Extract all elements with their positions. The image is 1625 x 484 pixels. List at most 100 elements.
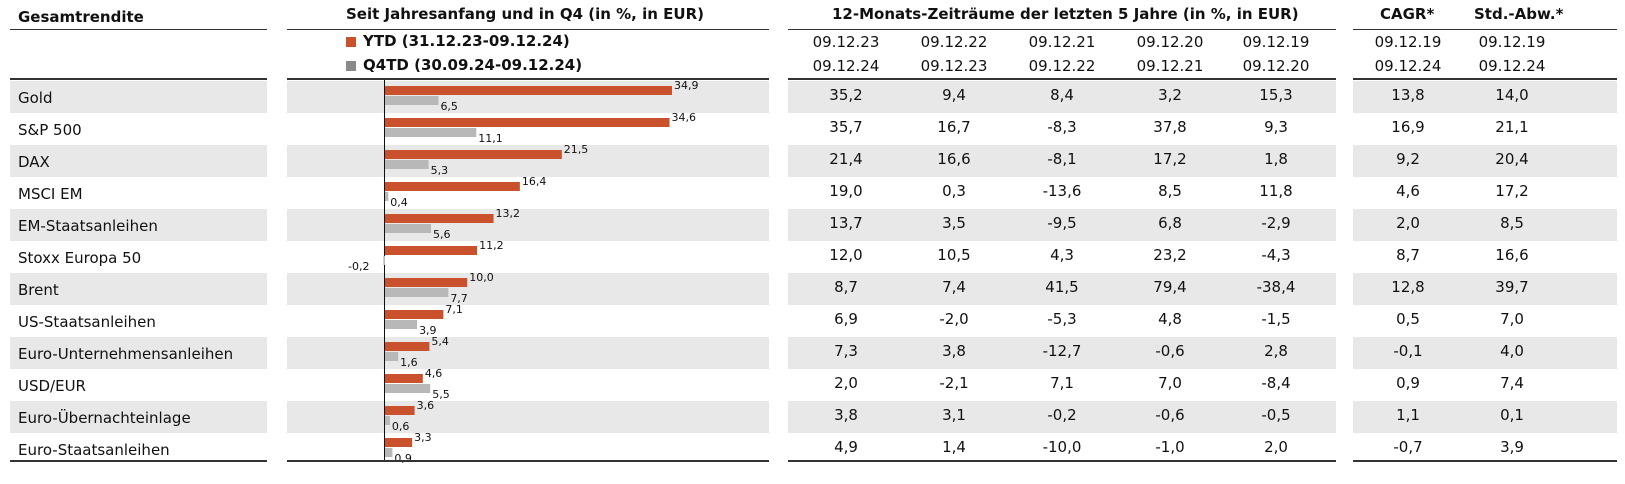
row-band	[10, 401, 267, 433]
period-value: 4,9	[834, 438, 858, 456]
period-value: 15,3	[1259, 86, 1293, 104]
period-value: 1,8	[1264, 150, 1288, 168]
ytd-bar	[385, 310, 444, 319]
ytd-bar	[385, 118, 670, 127]
q4td-bar	[385, 96, 439, 105]
q4td-data-label: 0,6	[392, 420, 410, 433]
period-start-date: 09.12.20	[1136, 33, 1204, 51]
std-title: Std.-Abw.*	[1474, 5, 1564, 23]
row-band	[10, 81, 267, 113]
std-value: 7,0	[1500, 310, 1524, 328]
legend-ytd-label: YTD (31.12.23-09.12.24)	[363, 32, 570, 50]
cagr-value: 8,7	[1396, 246, 1420, 264]
row-band	[287, 337, 769, 369]
std-value: 39,7	[1495, 278, 1529, 296]
period-value: -8,1	[1047, 150, 1077, 168]
std-value: 16,6	[1495, 246, 1529, 264]
cagr-value: 9,2	[1396, 150, 1420, 168]
ytd-bar	[385, 374, 423, 383]
ytd-bar	[385, 214, 494, 223]
period-end-date: 09.12.22	[1028, 57, 1096, 75]
ytd-bar	[385, 182, 520, 191]
period-value: 1,4	[942, 438, 966, 456]
q4td-bar	[385, 416, 390, 425]
q4td-bar	[385, 448, 393, 457]
row-label: EM-Staatsanleihen	[18, 217, 158, 235]
period-value: -5,3	[1047, 310, 1077, 328]
q4td-bar	[385, 352, 399, 361]
q4td-data-label: 5,3	[431, 164, 449, 177]
row-label: Euro-Übernachteinlage	[18, 409, 191, 427]
period-value: 2,0	[1264, 438, 1288, 456]
header-bottom-rule	[1353, 78, 1617, 80]
ytd-data-label: 5,4	[431, 335, 449, 348]
row-label: Stoxx Europa 50	[18, 249, 142, 267]
cagr-value: 2,0	[1396, 214, 1420, 232]
row-band	[10, 145, 267, 177]
period-value: 17,2	[1153, 150, 1187, 168]
ytd-bar	[385, 246, 478, 255]
std-value: 4,0	[1500, 342, 1524, 360]
row-band	[287, 401, 769, 433]
cagr-value: 0,9	[1396, 374, 1420, 392]
q4td-data-label: 0,9	[394, 452, 412, 465]
q4td-data-label: 5,5	[432, 388, 450, 401]
period-value: 12,0	[829, 246, 863, 264]
period-start-date: 09.12.22	[920, 33, 988, 51]
q4td-bar	[385, 128, 477, 137]
std-value: 0,1	[1500, 406, 1524, 424]
period-value: -0,6	[1155, 342, 1185, 360]
q4td-data-label: 1,6	[400, 356, 418, 369]
std-value: 3,9	[1500, 438, 1524, 456]
ytd-data-label: 3,6	[417, 399, 435, 412]
cagr-value: -0,7	[1393, 438, 1423, 456]
period-value: 8,5	[1158, 182, 1182, 200]
period-start-date: 09.12.23	[812, 33, 880, 51]
period-value: -8,3	[1047, 118, 1077, 136]
row-band	[10, 273, 267, 305]
cagr-value: 13,8	[1391, 86, 1425, 104]
period-start-date: 09.12.21	[1028, 33, 1096, 51]
period-value: 21,4	[829, 150, 863, 168]
ytd-data-label: 16,4	[522, 175, 547, 188]
ytd-data-label: 34,6	[672, 111, 697, 124]
q4td-data-label: 3,9	[419, 324, 437, 337]
period-value: 0,3	[942, 182, 966, 200]
q4td-bar	[385, 192, 389, 201]
period-value: 16,7	[937, 118, 971, 136]
row-band	[1353, 209, 1617, 241]
period-value: 41,5	[1045, 278, 1079, 296]
period-value: 7,0	[1158, 374, 1182, 392]
row-label: Euro-Staatsanleihen	[18, 441, 170, 459]
period-value: 37,8	[1153, 118, 1187, 136]
row-band	[788, 337, 1336, 369]
col-label-header: Gesamtrendite	[18, 8, 144, 26]
period-value: 7,4	[942, 278, 966, 296]
q4td-bar	[383, 256, 385, 265]
period-value: 4,3	[1050, 246, 1074, 264]
row-label: DAX	[18, 153, 50, 171]
q4td-data-label: 6,5	[440, 100, 458, 113]
row-band	[788, 209, 1336, 241]
period-value: 3,1	[942, 406, 966, 424]
header-rule-left	[10, 29, 267, 30]
q4td-data-label: 7,7	[450, 292, 468, 305]
period-value: -8,4	[1261, 374, 1291, 392]
header-bottom-rule	[10, 78, 267, 80]
period-value: -10,0	[1042, 438, 1082, 456]
cagr-value: 12,8	[1391, 278, 1425, 296]
period-value: 10,5	[937, 246, 971, 264]
q4td-bar	[385, 224, 432, 233]
table-bottom-rule	[287, 460, 769, 462]
header-bottom-rule	[287, 78, 769, 80]
header-rule-periods	[788, 29, 1336, 30]
row-band	[1353, 145, 1617, 177]
q4td-bar	[385, 288, 449, 297]
period-value: 23,2	[1153, 246, 1187, 264]
row-band	[788, 145, 1336, 177]
period-value: 16,6	[937, 150, 971, 168]
row-band	[1353, 81, 1617, 113]
std-value: 14,0	[1495, 86, 1529, 104]
std-value: 8,5	[1500, 214, 1524, 232]
period-value: -1,5	[1261, 310, 1291, 328]
